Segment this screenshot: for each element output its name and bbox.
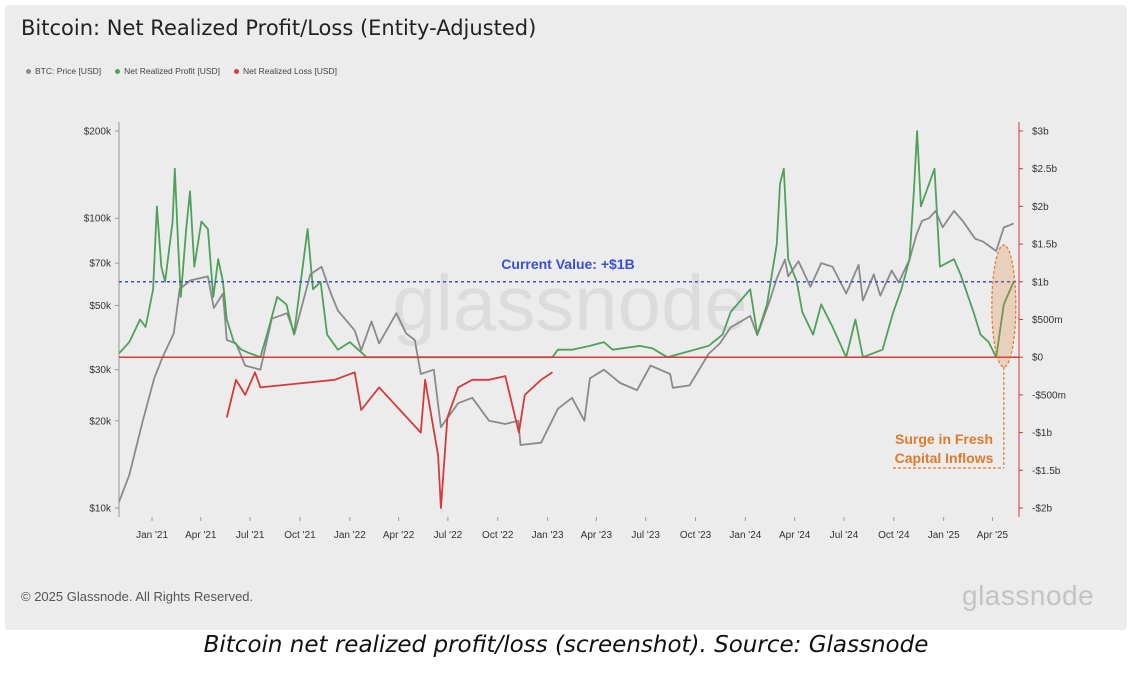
y-left-tick-label: $70k (89, 259, 112, 270)
y-left-tick-label: $20k (89, 416, 112, 427)
y-left-tick-label: $30k (89, 365, 112, 376)
x-tick-label: Apr '24 (779, 530, 811, 541)
x-tick-label: Jul '21 (236, 530, 265, 541)
y-right-tick-label: $2.5b (1032, 164, 1057, 175)
x-tick-label: Apr '23 (581, 530, 613, 541)
x-tick-label: Jan '25 (928, 530, 960, 541)
chart-svg: glassnode $10k $20k $30k $50k $70k $100k $200k… (84, 122, 1066, 541)
current-value-label: Current Value: +$1B (501, 256, 634, 272)
surge-label-line1: Surge in Fresh (895, 431, 993, 447)
y-right-tick-label: $2b (1032, 202, 1049, 213)
copyright-footer: © 2025 Glassnode. All Rights Reserved. (21, 589, 254, 604)
y-left-tick-label: $50k (89, 301, 112, 312)
x-tick-label: Apr '21 (185, 530, 217, 541)
legend-item-profit[interactable]: Net Realized Profit [USD] (115, 66, 220, 76)
x-tick-label: Jan '21 (136, 530, 168, 541)
watermark: glassnode (392, 259, 748, 347)
chart-title: Bitcoin: Net Realized Profit/Loss (Entit… (21, 16, 537, 40)
profit-series-line (118, 130, 1015, 359)
y-right-tick-label: -$1.5b (1032, 466, 1061, 477)
x-tick-label: Jul '22 (434, 530, 463, 541)
loss-series-line (225, 371, 553, 509)
image-caption: Bitcoin net realized profit/loss (screen… (203, 632, 929, 658)
legend-dot-price (26, 68, 31, 74)
surge-label-line2: Capital Inflows (895, 450, 994, 466)
glassnode-logo: glassnode (962, 580, 1095, 611)
legend-dot-loss (234, 68, 240, 74)
y-left-tick-label: $10k (89, 504, 112, 515)
x-tick-label: Jan '24 (729, 530, 761, 541)
legend-item-loss[interactable]: Net Realized Loss [USD] (234, 66, 337, 76)
y-right-tick-label: $3b (1032, 127, 1049, 138)
legend-dot-profit (115, 68, 121, 74)
legend[interactable]: BTC: Price [USD] Net Realized Profit [US… (26, 66, 337, 76)
legend-label-loss: Net Realized Loss [USD] (243, 66, 338, 76)
y-right-tick-label: -$1b (1032, 428, 1052, 439)
x-tick-label: Oct '21 (284, 530, 316, 541)
x-tick-label: Jul '23 (631, 530, 660, 541)
x-tick-label: Apr '25 (977, 530, 1009, 541)
y-right-tick-label: $0 (1032, 353, 1044, 364)
legend-label-profit: Net Realized Profit [USD] (124, 66, 221, 76)
y-right-tick-label: $500m (1032, 315, 1063, 326)
legend-item-price[interactable]: BTC: Price [USD] (26, 66, 101, 76)
x-tick-label: Jan '22 (334, 530, 366, 541)
surge-highlight-ellipse (991, 244, 1017, 368)
y-left-tick-label: $100k (84, 214, 112, 225)
y-right-tick-label: -$2b (1032, 504, 1052, 515)
y-right-tick-label: -$500m (1032, 390, 1066, 401)
y-left-tick-label: $200k (84, 127, 112, 138)
chart-card (5, 5, 1127, 630)
x-tick-label: Apr '22 (383, 530, 415, 541)
y-right-tick-label: $1.5b (1032, 240, 1057, 251)
x-tick-label: Jan '23 (532, 530, 564, 541)
x-tick-label: Oct '24 (878, 530, 910, 541)
legend-label-price: BTC: Price [USD] (35, 66, 102, 76)
x-tick-label: Oct '23 (680, 530, 712, 541)
x-tick-label: Oct '22 (482, 530, 514, 541)
price-series-line (118, 210, 1014, 503)
y-right-tick-label: $1b (1032, 277, 1049, 288)
x-tick-label: Jul '24 (830, 530, 859, 541)
